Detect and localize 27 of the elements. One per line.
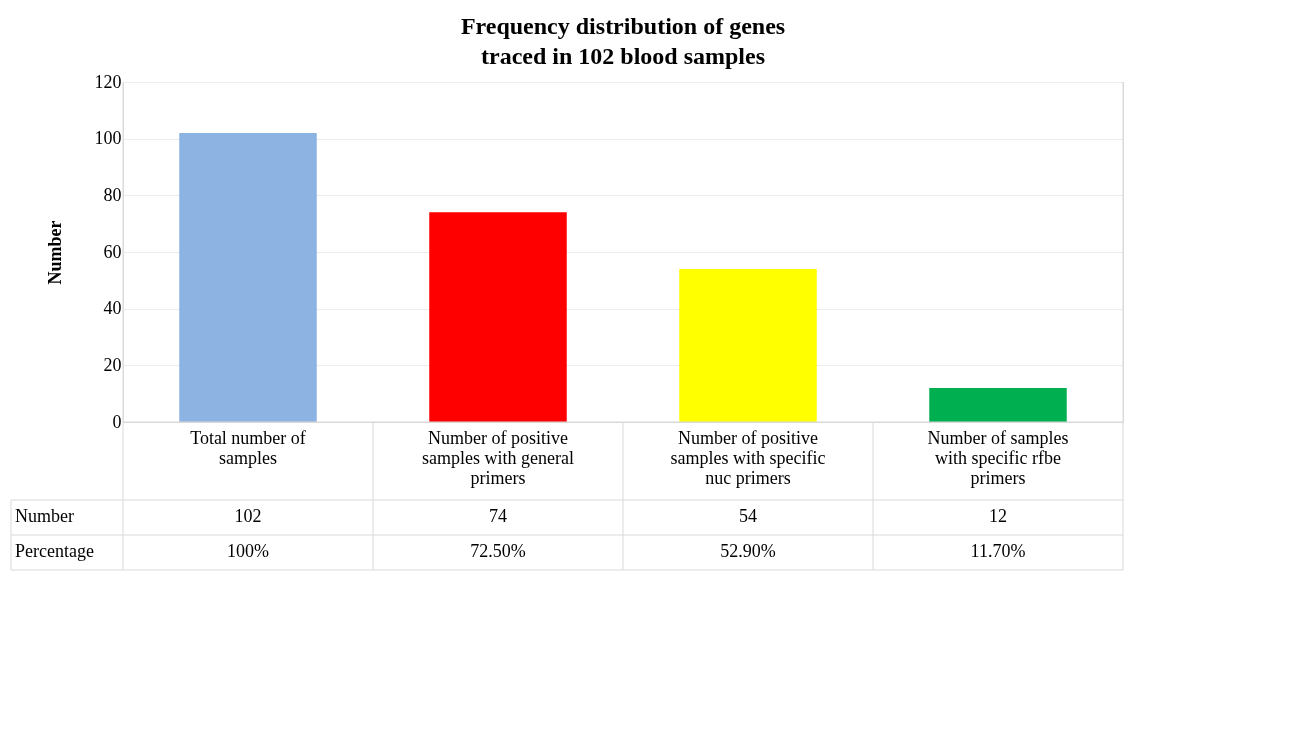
x-tick-label: Number of positive samples with general primers [422,428,574,488]
text: 52.90% [720,541,776,561]
y-tick-label: 80 [103,184,122,205]
y-tick-label: 120 [94,71,122,92]
x-tick-label: Number of positive samples with specific nuc primers [670,428,826,488]
bar [429,212,567,422]
text: Number [15,506,74,526]
bar [929,388,1067,422]
text: Percentage [15,541,94,561]
data-label: 74 [489,506,507,526]
data-label: 102 [234,506,262,526]
text: 11.70% [970,541,1026,561]
bar [179,133,317,422]
text: 100% [227,541,269,561]
chart-title: Frequency distribution of genes traced in 102 blood samples [460,13,786,69]
y-tick-label: 60 [103,241,122,262]
text: 72.50% [470,541,526,561]
x-tick-label: Number of samples with specific rfbe primers [927,428,1069,488]
y-tick-label: 20 [103,354,122,375]
data-label: 54 [739,506,757,526]
data-label: 12 [989,506,1007,526]
y-tick-label: 100 [94,128,122,149]
bar [679,269,817,422]
y-axis-title: Number [44,220,65,285]
y-tick-label: 40 [103,298,122,319]
x-tick-label: Total number of samples [190,428,306,468]
y-tick-label: 0 [112,411,122,432]
